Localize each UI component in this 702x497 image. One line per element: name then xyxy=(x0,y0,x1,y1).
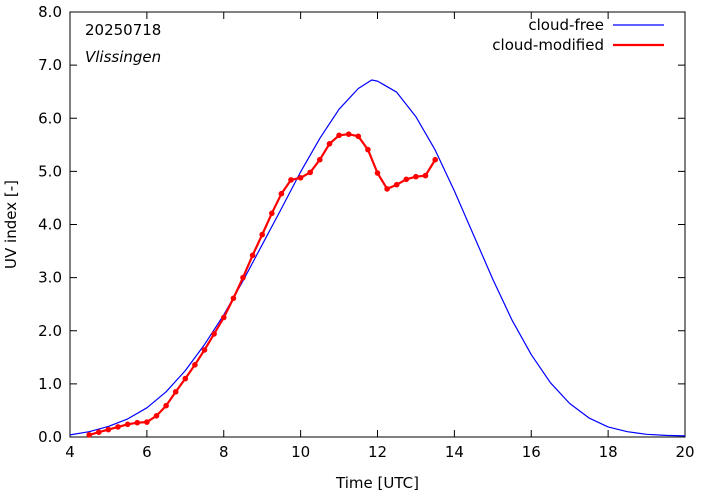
y-tick-label: 6.0 xyxy=(38,109,62,127)
data-point xyxy=(355,133,362,140)
legend-label-cloud-free: cloud-free xyxy=(528,16,604,34)
data-point xyxy=(144,419,150,425)
data-point xyxy=(115,424,121,430)
data-point xyxy=(393,181,400,188)
data-point xyxy=(86,432,92,438)
x-tick-label: 8 xyxy=(219,443,229,461)
x-tick-label: 10 xyxy=(291,443,310,461)
y-tick-label: 5.0 xyxy=(38,162,62,180)
y-tick-label: 3.0 xyxy=(38,269,62,287)
y-tick-label: 8.0 xyxy=(38,3,62,21)
y-tick-labels: 0.0 1.0 2.0 3.0 4.0 5.0 6.0 7.0 8.0 xyxy=(38,3,62,446)
x-tick-label: 6 xyxy=(142,443,152,461)
data-point xyxy=(192,362,198,368)
x-tick-label: 4 xyxy=(65,443,75,461)
data-point xyxy=(307,169,314,176)
x-tick-label: 16 xyxy=(522,443,541,461)
y-tick-label: 2.0 xyxy=(38,322,62,340)
tick-marks xyxy=(69,11,686,438)
data-point xyxy=(432,156,439,163)
x-tick-label: 14 xyxy=(445,443,464,461)
plot-frame xyxy=(69,11,686,438)
data-point xyxy=(326,141,333,147)
data-point xyxy=(269,210,275,217)
data-point xyxy=(384,186,390,192)
data-point xyxy=(422,172,429,179)
data-point xyxy=(336,132,342,139)
data-point xyxy=(240,274,246,281)
data-point xyxy=(163,402,169,409)
legend: cloud-free cloud-modified xyxy=(492,16,664,54)
y-tick-label: 0.0 xyxy=(38,428,62,446)
x-axis-label: Time [UTC] xyxy=(335,474,419,492)
data-point xyxy=(124,421,131,428)
data-point xyxy=(172,389,179,395)
series-layer xyxy=(69,79,686,438)
x-tick-label: 20 xyxy=(675,443,694,461)
x-tick-label: 12 xyxy=(368,443,387,461)
data-point xyxy=(259,231,266,238)
data-point xyxy=(221,314,227,321)
data-point xyxy=(105,426,112,433)
data-point xyxy=(297,175,304,181)
y-axis-label: UV index [-] xyxy=(2,180,20,269)
data-point xyxy=(230,295,237,302)
data-point xyxy=(365,146,371,153)
data-point xyxy=(134,419,141,426)
data-point xyxy=(201,347,208,353)
y-tick-label: 1.0 xyxy=(38,375,62,393)
y-tick-label: 7.0 xyxy=(38,56,62,74)
data-point xyxy=(288,177,294,183)
series-line-cloud-free xyxy=(69,79,686,437)
series-line-cloud-modified xyxy=(88,133,437,436)
data-point xyxy=(403,176,410,183)
data-point xyxy=(345,131,352,137)
date-label: 20250718 xyxy=(85,21,161,39)
data-point xyxy=(153,413,160,419)
data-point xyxy=(317,156,323,163)
data-point xyxy=(249,252,256,259)
legend-label-cloud-modified: cloud-modified xyxy=(492,36,604,54)
data-point xyxy=(96,429,102,436)
data-point xyxy=(374,170,381,176)
data-point xyxy=(413,173,419,180)
x-tick-label: 18 xyxy=(599,443,618,461)
y-tick-label: 4.0 xyxy=(38,216,62,234)
data-point xyxy=(182,375,189,382)
data-point xyxy=(211,331,217,337)
x-tick-labels: 4 6 8 10 12 14 16 18 20 xyxy=(65,443,694,461)
location-label: Vlissingen xyxy=(85,48,161,66)
data-point xyxy=(278,190,285,197)
